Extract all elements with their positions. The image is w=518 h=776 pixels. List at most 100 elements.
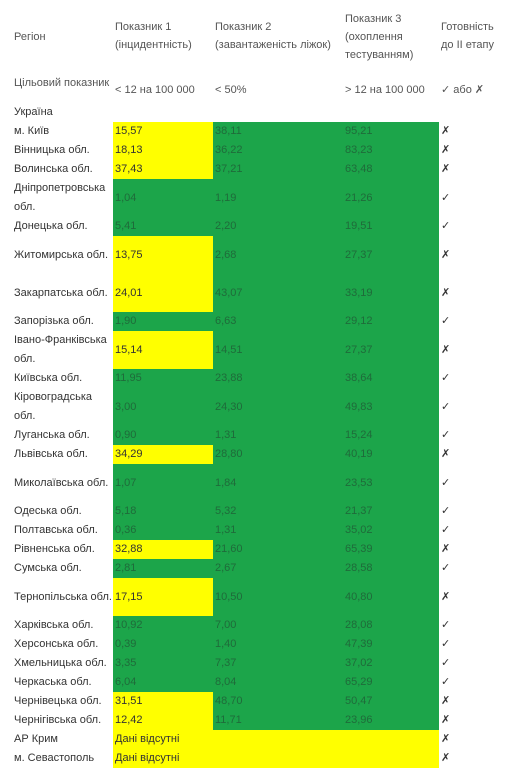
target-indicator-3: > 12 на 100 000 bbox=[345, 84, 425, 96]
indicator-2-value: 36,22 bbox=[213, 141, 343, 160]
table-row: Волинська обл. 37,43 37,21 63,48 ✗ bbox=[12, 160, 509, 179]
indicator-2-value: 2,20 bbox=[213, 217, 343, 236]
readiness-mark: ✓ bbox=[441, 476, 451, 489]
readiness-mark: ✓ bbox=[441, 619, 451, 631]
table-row: Полтавська обл. 0,36 1,31 35,02 ✓ bbox=[12, 521, 509, 540]
indicator-1-value: 1,07 bbox=[113, 464, 213, 502]
indicator-2-value: 10,50 bbox=[213, 578, 343, 616]
header-indicator-1: Показник 1 (інцидентність) bbox=[115, 21, 192, 51]
indicator-2-value: 2,67 bbox=[213, 559, 343, 578]
readiness-mark: ✗ bbox=[441, 343, 451, 356]
indicator-2-value: 1,40 bbox=[213, 635, 343, 654]
header-indicator-2: Показник 2 (завантаженість ліжок) bbox=[215, 21, 331, 51]
indicator-1-value: 37,43 bbox=[113, 160, 213, 179]
indicator-2-value: 23,88 bbox=[213, 369, 343, 388]
region-name: Херсонська обл. bbox=[14, 638, 99, 650]
indicator-1-value: 3,00 bbox=[113, 388, 213, 426]
indicator-3-value: 83,23 bbox=[343, 141, 439, 160]
readiness-mark: ✗ bbox=[441, 125, 451, 137]
indicator-2-value: 38,11 bbox=[213, 122, 343, 141]
readiness-mark: ✗ bbox=[441, 733, 451, 745]
region-name: Волинська обл. bbox=[14, 163, 93, 175]
table-row-no-data: АР Крим Дані відсутні ✗ bbox=[12, 730, 509, 749]
indicator-2-value: 43,07 bbox=[213, 274, 343, 312]
readiness-mark: ✗ bbox=[441, 286, 451, 299]
readiness-mark: ✓ bbox=[441, 562, 451, 574]
indicator-1-value: 6,04 bbox=[113, 673, 213, 692]
indicator-1-value: 1,90 bbox=[113, 312, 213, 331]
readiness-mark: ✓ bbox=[441, 372, 451, 384]
indicator-3-value: 27,37 bbox=[343, 236, 439, 274]
indicator-2-value: 7,37 bbox=[213, 654, 343, 673]
indicator-1-value: 15,57 bbox=[113, 122, 213, 141]
region-name: Миколаївська обл. bbox=[14, 476, 109, 489]
indicator-1-value: 0,90 bbox=[113, 426, 213, 445]
indicator-2-value: 21,60 bbox=[213, 540, 343, 559]
region-name: Запорізька обл. bbox=[14, 315, 94, 327]
header-region: Регіон bbox=[14, 31, 46, 43]
indicator-3-value: 21,26 bbox=[343, 179, 439, 217]
indicator-1-value: 10,92 bbox=[113, 616, 213, 635]
readiness-mark: ✗ bbox=[441, 144, 451, 156]
indicator-3-value: 21,37 bbox=[343, 502, 439, 521]
region-name: Кіровоградська обл. bbox=[14, 391, 92, 422]
indicator-3-value: 49,83 bbox=[343, 388, 439, 426]
indicator-2-value: 1,84 bbox=[213, 464, 343, 502]
readiness-mark: ✓ bbox=[441, 524, 451, 536]
readiness-mark: ✗ bbox=[441, 590, 451, 603]
table-row: Сумська обл. 2,81 2,67 28,58 ✓ bbox=[12, 559, 509, 578]
target-indicator-1: < 12 на 100 000 bbox=[115, 84, 195, 96]
region-name: Тернопільська обл. bbox=[14, 590, 112, 603]
indicator-2-value: 14,51 bbox=[213, 331, 343, 369]
indicator-3-value: 40,80 bbox=[343, 578, 439, 616]
region-name: Сумська обл. bbox=[14, 562, 82, 574]
readiness-mark: ✓ bbox=[441, 315, 451, 327]
indicator-1-value: 13,75 bbox=[113, 236, 213, 274]
region-name: м. Севастополь bbox=[14, 752, 95, 764]
indicator-1-value: 5,18 bbox=[113, 502, 213, 521]
region-name: Київська обл. bbox=[14, 372, 83, 384]
indicator-3-value: 37,02 bbox=[343, 654, 439, 673]
indicator-2-value: 28,80 bbox=[213, 445, 343, 464]
indicator-3-value: 95,21 bbox=[343, 122, 439, 141]
indicator-2-value: 11,71 bbox=[213, 711, 343, 730]
indicator-2-value: 2,68 bbox=[213, 236, 343, 274]
indicator-3-value: 33,19 bbox=[343, 274, 439, 312]
indicator-3-value: 28,58 bbox=[343, 559, 439, 578]
table-row: Хмельницька обл. 3,35 7,37 37,02 ✓ bbox=[12, 654, 509, 673]
indicator-2-value: 24,30 bbox=[213, 388, 343, 426]
readiness-mark: ✓ bbox=[441, 191, 451, 204]
indicator-1-value: 24,01 bbox=[113, 274, 213, 312]
no-data-note: Дані відсутні bbox=[113, 730, 439, 749]
region-name: Рівненська обл. bbox=[14, 543, 95, 555]
table-row: Миколаївська обл. 1,07 1,84 23,53 ✓ bbox=[12, 464, 509, 502]
indicator-3-value: 47,39 bbox=[343, 635, 439, 654]
header-readiness: Готовність до ІІ етапу bbox=[441, 21, 495, 51]
region-name: Чернівецька обл. bbox=[14, 695, 102, 707]
readiness-mark: ✓ bbox=[441, 676, 451, 688]
table-row: Чернівецька обл. 31,51 48,70 50,47 ✗ bbox=[12, 692, 509, 711]
readiness-mark: ✗ bbox=[441, 163, 451, 175]
indicator-1-value: 11,95 bbox=[113, 369, 213, 388]
readiness-mark: ✗ bbox=[441, 752, 451, 764]
indicator-3-value: 29,12 bbox=[343, 312, 439, 331]
indicator-3-value: 27,37 bbox=[343, 331, 439, 369]
region-name: Черкаська обл. bbox=[14, 676, 92, 688]
region-name: Луганська обл. bbox=[14, 429, 90, 441]
indicator-2-value: 48,70 bbox=[213, 692, 343, 711]
region-name: Донецька обл. bbox=[14, 220, 88, 232]
table-row-no-data: м. Севастополь Дані відсутні ✗ bbox=[12, 749, 509, 768]
indicator-3-value: 28,08 bbox=[343, 616, 439, 635]
indicator-1-value: 17,15 bbox=[113, 578, 213, 616]
indicator-1-value: 34,29 bbox=[113, 445, 213, 464]
readiness-mark: ✗ bbox=[441, 543, 451, 555]
table-row: м. Київ 15,57 38,11 95,21 ✗ bbox=[12, 122, 509, 141]
indicator-3-value: 63,48 bbox=[343, 160, 439, 179]
readiness-mark: ✓ bbox=[441, 505, 451, 517]
indicator-2-value: 1,31 bbox=[213, 521, 343, 540]
indicator-1-value: 2,81 bbox=[113, 559, 213, 578]
header-indicator-3: Показник 3 (охоплення тестуванням) bbox=[345, 13, 414, 61]
indicator-2-value: 1,19 bbox=[213, 179, 343, 217]
region-name: Івано-Франківська обл. bbox=[14, 334, 107, 365]
table-row: Донецька обл. 5,41 2,20 19,51 ✓ bbox=[12, 217, 509, 236]
